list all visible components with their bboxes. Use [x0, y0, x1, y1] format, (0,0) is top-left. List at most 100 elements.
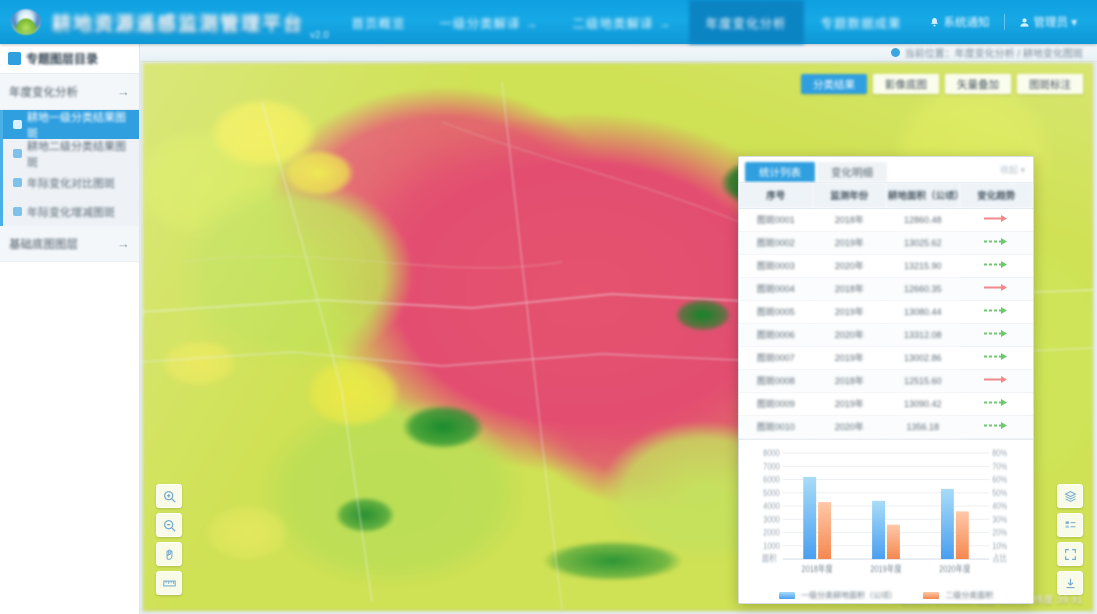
nav-item-2[interactable]: 二级地类解译 →: [572, 16, 672, 31]
svg-text:6000: 6000: [763, 474, 780, 484]
svg-text:70%: 70%: [992, 461, 1007, 471]
sidebar-item-primary-classification[interactable]: 耕地一级分类结果图斑: [3, 110, 139, 140]
svg-text:面积: 面积: [762, 552, 777, 563]
trend-arrow-icon: [959, 369, 1033, 393]
sidebar-item-yearly-compare[interactable]: 年际变化对比图斑: [3, 168, 139, 197]
trend-arrow-icon: [959, 277, 1033, 301]
table-row[interactable]: 图斑0002 2019年 13025.62: [739, 231, 1033, 255]
sidebar-group-label: 基础底图图层: [9, 238, 78, 251]
table-cell: 2019年: [812, 346, 886, 370]
sidebar-group-basemap[interactable]: 基础底图图层 →: [0, 226, 139, 262]
table-cell: 13215.90: [886, 254, 960, 278]
export-download-icon[interactable]: [1057, 571, 1083, 595]
table-cell: 2018年: [812, 277, 886, 301]
table-row[interactable]: 图斑0001 2018年 12860.48: [739, 208, 1033, 232]
svg-text:2020年度: 2020年度: [939, 563, 970, 574]
statistics-table: 序号 监测年份 耕地面积（公顷） 变化趋势 图斑0001 2018年 12860.4…: [739, 183, 1033, 439]
fullscreen-icon[interactable]: [1057, 542, 1083, 566]
svg-text:20%: 20%: [992, 527, 1007, 537]
table-row[interactable]: 图斑0010 2020年 1356.18: [739, 415, 1033, 439]
zoom-out-icon[interactable]: [156, 513, 182, 537]
table-row[interactable]: 图斑0008 2018年 12515.60: [739, 369, 1033, 393]
page-title: 耕地资源遥感监测管理平台: [52, 13, 305, 35]
svg-text:2000: 2000: [763, 527, 780, 537]
svg-text:1000: 1000: [763, 541, 780, 551]
trend-arrow-icon: [959, 231, 1033, 255]
table-row[interactable]: 图斑0006 2020年 13312.08: [739, 323, 1033, 347]
table-row[interactable]: 图斑0005 2019年 13080.44: [739, 300, 1033, 324]
table-cell: 13002.86: [886, 346, 960, 370]
table-cell: 图斑0005: [739, 300, 813, 324]
col-index: 序号: [739, 183, 813, 209]
table-cell: 2019年: [812, 300, 886, 324]
table-cell: 图斑0007: [739, 346, 813, 370]
trend-arrow-icon: [959, 323, 1033, 347]
sidebar-group-label: 年度变化分析: [9, 86, 78, 99]
svg-text:40%: 40%: [992, 501, 1007, 511]
svg-text:50%: 50%: [992, 488, 1007, 498]
svg-text:7000: 7000: [763, 461, 780, 471]
table-cell: 图斑0002: [739, 231, 813, 255]
map-left-tools: [156, 484, 182, 595]
tab-change-detail[interactable]: 变化明细: [817, 162, 887, 182]
table-row[interactable]: 图斑0007 2019年 13002.86: [739, 346, 1033, 370]
table-cell: 图斑0006: [739, 323, 813, 347]
legend-swatch-1: [923, 592, 939, 600]
zoom-in-icon[interactable]: [156, 484, 182, 508]
svg-text:3000: 3000: [763, 514, 780, 524]
legend-icon[interactable]: [1057, 513, 1083, 537]
globe-logo-icon: [11, 9, 41, 35]
measure-ruler-icon[interactable]: [156, 571, 182, 595]
table-body: 图斑0001 2018年 12860.48 图斑0002 2019年 13025.62 图斑…: [739, 208, 1033, 439]
svg-text:占比: 占比: [992, 552, 1007, 563]
sidebar-item-secondary-classification[interactable]: 耕地二级分类结果图斑: [3, 139, 139, 169]
chart-container: 8000 80% 7000 70% 6000 60% 5000 50% 4000 40% 3000 3…: [739, 438, 1033, 604]
pan-hand-icon[interactable]: [156, 542, 182, 566]
table-row[interactable]: 图斑0009 2019年 13090.42: [739, 392, 1033, 416]
svg-text:2019年度: 2019年度: [870, 563, 901, 574]
table-cell: 1356.18: [886, 415, 960, 439]
svg-text:4000: 4000: [763, 501, 780, 511]
layers-stack-icon[interactable]: [1057, 484, 1083, 508]
layers-icon: [8, 52, 21, 65]
svg-text:8000: 8000: [763, 448, 780, 458]
sidebar-group-change-analysis[interactable]: 年度变化分析 →: [0, 74, 139, 110]
tab-statistics-list[interactable]: 统计列表: [745, 162, 815, 182]
legend-swatch-0: [778, 592, 795, 600]
trend-arrow-icon: [959, 415, 1033, 439]
table-cell: 图斑0004: [739, 277, 813, 301]
table-cell: 图斑0003: [739, 254, 813, 278]
logo-container: [0, 9, 52, 35]
user-menu-button[interactable]: 管理员 ▾: [1009, 14, 1087, 30]
map-tool-vector-overlay[interactable]: 矢量叠加: [945, 74, 1011, 94]
arrow-right-icon: →: [117, 84, 130, 99]
header-right-actions: 系统通知 管理员 ▾: [919, 14, 1097, 30]
nav-item-0[interactable]: 首页概览: [351, 16, 406, 31]
table-row[interactable]: 图斑0003 2020年 13215.90: [739, 254, 1033, 278]
arrow-right-icon: →: [117, 236, 130, 251]
map-tool-classification-result[interactable]: 分类结果: [801, 74, 867, 94]
svg-text:2018年度: 2018年度: [801, 563, 832, 574]
sidebar-item-yearly-delta[interactable]: 年际变化增减图斑: [3, 197, 139, 226]
nav-item-3[interactable]: 年度变化分析: [688, 0, 804, 44]
table-cell: 2019年: [812, 231, 886, 255]
table-cell: 图斑0009: [739, 392, 813, 416]
map-tool-patch-annotation[interactable]: 图斑标注: [1017, 74, 1083, 94]
bell-icon: [930, 17, 938, 26]
svg-text:60%: 60%: [992, 474, 1007, 484]
table-cell: 2019年: [812, 392, 886, 416]
nav-item-1[interactable]: 一级分类解译 →: [439, 16, 539, 31]
layer-dot-icon: [13, 149, 22, 158]
table-cell: 12515.60: [886, 369, 960, 393]
map-tool-imagery-basemap[interactable]: 影像底图: [873, 74, 939, 94]
trend-arrow-icon: [959, 392, 1033, 416]
table-row[interactable]: 图斑0004 2018年 12660.35: [739, 277, 1033, 301]
nav-item-4[interactable]: 专题数据成果: [820, 16, 902, 31]
svg-text:30%: 30%: [992, 514, 1007, 524]
notice-button[interactable]: 系统通知: [919, 14, 1000, 30]
panel-collapse-button[interactable]: 收起 ▾: [999, 165, 1025, 175]
table-cell: 2018年: [812, 208, 886, 232]
col-area: 耕地面积（公顷）: [886, 183, 960, 209]
table-cell: 12860.48: [886, 208, 960, 232]
table-cell: 图斑0001: [739, 208, 813, 232]
